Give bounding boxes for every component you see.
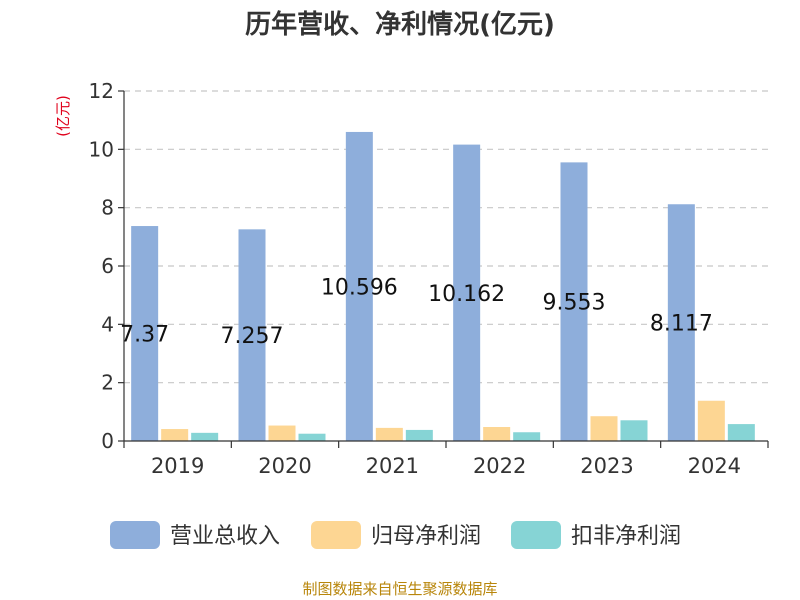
bar-revenue <box>131 226 159 441</box>
x-tick-label: 2021 <box>366 454 419 478</box>
bar-revenue <box>453 144 481 441</box>
legend-label: 营业总收入 <box>170 524 280 549</box>
x-tick-label: 2019 <box>151 454 204 478</box>
legend: 营业总收入 归母净利润 扣非净利润 <box>110 521 681 549</box>
y-tick-label: 8 <box>101 196 114 220</box>
y-tick-label: 6 <box>101 254 114 278</box>
y-tick-label: 0 <box>101 429 114 453</box>
bar-net-profit <box>697 400 725 441</box>
y-tick-label: 2 <box>101 371 114 395</box>
y-tick-label: 12 <box>89 79 114 103</box>
bar-deducted-net-profit <box>191 432 219 441</box>
x-tick-label: 2024 <box>688 454 741 478</box>
bar-net-profit <box>375 427 403 441</box>
bar-net-profit <box>483 427 511 441</box>
bars <box>131 131 755 441</box>
legend-item: 扣非净利润 <box>511 521 681 549</box>
data-label: 9.553 <box>543 291 606 316</box>
y-tick-label: 4 <box>101 312 114 336</box>
bar-revenue <box>667 204 695 441</box>
axes: 0 2 4 6 8 10 12 2019 2020 2021 2022 2023 2024 <box>89 79 769 478</box>
bar-revenue <box>345 131 373 441</box>
data-label: 7.257 <box>221 324 284 349</box>
bar-deducted-net-profit <box>298 433 326 441</box>
data-labels: 7.37 7.257 10.596 10.162 9.553 8.117 <box>120 275 713 349</box>
legend-swatch <box>311 521 361 549</box>
legend-item: 归母净利润 <box>311 521 481 549</box>
bar-revenue <box>560 162 588 441</box>
source-note: 制图数据来自恒生聚源数据库 <box>302 580 497 598</box>
data-label: 7.37 <box>120 323 169 348</box>
legend-swatch <box>110 521 160 549</box>
legend-label: 归母净利润 <box>371 524 481 549</box>
bar-deducted-net-profit <box>405 429 433 441</box>
bar-net-profit <box>590 416 618 441</box>
x-tick-label: 2020 <box>258 454 311 478</box>
grid-lines <box>124 90 768 384</box>
data-label: 10.596 <box>321 275 398 300</box>
bar-deducted-net-profit <box>513 432 541 441</box>
bar-deducted-net-profit <box>727 424 755 441</box>
x-tick-label: 2023 <box>580 454 633 478</box>
x-tick-label: 2022 <box>473 454 526 478</box>
bar-revenue <box>238 229 266 441</box>
legend-swatch <box>511 521 561 549</box>
legend-label: 扣非净利润 <box>571 524 681 549</box>
chart-title: 历年营收、净利情况(亿元) <box>245 9 555 40</box>
bar-deducted-net-profit <box>620 420 648 441</box>
y-tick-label: 10 <box>89 137 114 161</box>
y-unit-label: (亿元) <box>54 95 72 137</box>
bar-net-profit <box>161 429 189 441</box>
legend-item: 营业总收入 <box>110 521 280 549</box>
data-label: 8.117 <box>650 312 713 337</box>
bar-net-profit <box>268 425 296 441</box>
data-label: 10.162 <box>428 282 505 307</box>
